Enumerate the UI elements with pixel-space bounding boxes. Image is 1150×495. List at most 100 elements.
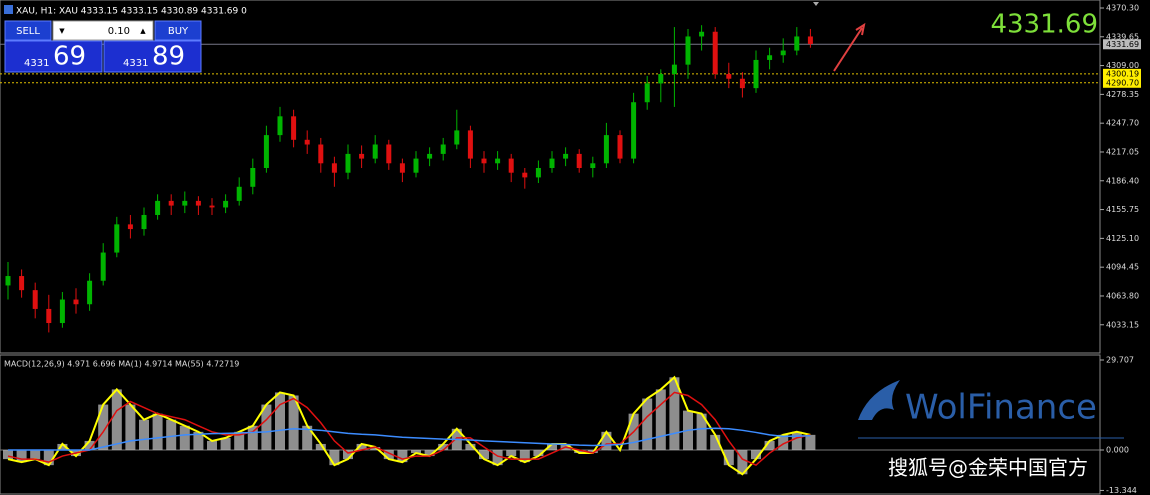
candle-body [100, 252, 106, 281]
candle-body [440, 144, 446, 154]
histogram-bar [424, 450, 435, 457]
candle-body [127, 224, 133, 230]
candle-body [603, 135, 609, 164]
histogram-bar [751, 450, 761, 460]
candle-body [535, 167, 541, 178]
candle-body [658, 74, 664, 84]
candle-body [386, 144, 392, 164]
candle-body [155, 200, 161, 215]
histogram-bar [139, 419, 149, 451]
candle-body [318, 144, 324, 164]
candle-body [32, 290, 38, 309]
last-price-big: 4331.69 [990, 10, 1098, 40]
candle-body [644, 83, 650, 103]
lot-input[interactable] [52, 20, 154, 41]
histogram-bar [98, 404, 109, 451]
candle-body [46, 308, 52, 324]
y-tick-label: 4309.00 [1106, 61, 1139, 70]
candle-body [141, 214, 147, 230]
candle-body [780, 50, 786, 56]
candle-body [454, 130, 460, 145]
histogram-bar [737, 450, 748, 475]
chart-icon[interactable] [4, 5, 13, 14]
histogram-bar [710, 434, 721, 451]
candle-body [617, 135, 623, 159]
histogram-bar [16, 450, 27, 463]
symbol-info: XAU, H1: XAU 4333.15 4333.15 4330.89 433… [16, 7, 247, 17]
histogram-bar [655, 389, 666, 451]
histogram-bar [125, 404, 136, 451]
histogram-bar [696, 413, 707, 451]
histogram-bar [383, 450, 394, 460]
y-tick-label: 4217.05 [1106, 147, 1139, 156]
histogram-bar [315, 443, 326, 451]
histogram-bar [791, 431, 802, 451]
histogram-bar [574, 450, 585, 454]
candle-body [209, 205, 215, 208]
candle-body [277, 116, 283, 136]
level-tag [1103, 68, 1141, 79]
indicator-line [8, 427, 811, 451]
candle-body [712, 31, 718, 75]
histogram-bar [302, 425, 313, 451]
candle-body [168, 200, 174, 206]
y-tick-label: -13.344 [1106, 486, 1137, 495]
candle-body [195, 200, 201, 206]
y-tick-label: 4094.45 [1106, 263, 1139, 272]
histogram-bar [57, 443, 68, 451]
candle-body [250, 167, 256, 187]
histogram-bar [723, 450, 734, 466]
y-tick-label: 4186.40 [1106, 176, 1139, 185]
candle-body [576, 153, 582, 168]
lot-down[interactable]: ▼ [59, 27, 65, 35]
candle-body [236, 186, 242, 201]
lot-up[interactable]: ▲ [140, 27, 146, 35]
histogram-bar [30, 450, 41, 460]
histogram-bar [465, 443, 476, 451]
histogram-bar [261, 404, 272, 451]
candle-body [87, 280, 93, 305]
buy-price-big: 89 [152, 42, 185, 72]
buy-price-small: 4331 [123, 58, 148, 69]
sell-button[interactable] [4, 20, 52, 41]
histogram-bar [329, 450, 340, 466]
histogram-bar [111, 389, 122, 451]
histogram-bar [764, 440, 775, 451]
trade-panel: SELL ▼ ▲ 0.10 BUY 4331 69 4331 89 [4, 20, 202, 73]
histogram-bar [152, 413, 163, 451]
y-tick-label: 4033.15 [1106, 320, 1139, 329]
candle-body [263, 135, 269, 168]
histogram-bar [193, 431, 204, 451]
sell-price-box[interactable] [4, 40, 103, 73]
price-tag [1103, 39, 1141, 50]
candle-body [671, 64, 677, 75]
buy-price-box[interactable] [103, 40, 202, 73]
level-tag [1103, 77, 1141, 88]
y-tick-label: 4125.10 [1106, 234, 1139, 243]
y-tick-label: 0.000 [1106, 446, 1129, 455]
candle-body [331, 163, 337, 173]
buy-button[interactable] [154, 20, 202, 41]
candle-body [563, 153, 569, 159]
macd-chart: 29.707 0.000 -13.344 MACD(12,26,9) 4.971 6.… [0, 356, 1137, 495]
y-tick-label: 4278.35 [1106, 90, 1139, 99]
histogram-bar [207, 440, 217, 451]
histogram-bar [519, 450, 530, 463]
candle-body [399, 163, 405, 173]
indicator-line [7, 391, 811, 467]
candle-body [481, 158, 487, 164]
histogram-bar [3, 450, 13, 460]
candle-body [223, 200, 229, 208]
y-tick-label: 4155.75 [1106, 205, 1139, 214]
histogram-bar [343, 450, 353, 460]
histogram-bar [43, 450, 54, 466]
candle-body [549, 158, 555, 168]
histogram-bar [805, 434, 816, 451]
histogram-bar [275, 392, 285, 451]
candle-body [631, 102, 637, 159]
candle-body [699, 31, 705, 37]
level-label: 4290.70 [1106, 78, 1139, 87]
histogram-bar [397, 450, 408, 463]
y-tick-label: 29.707 [1106, 356, 1134, 365]
